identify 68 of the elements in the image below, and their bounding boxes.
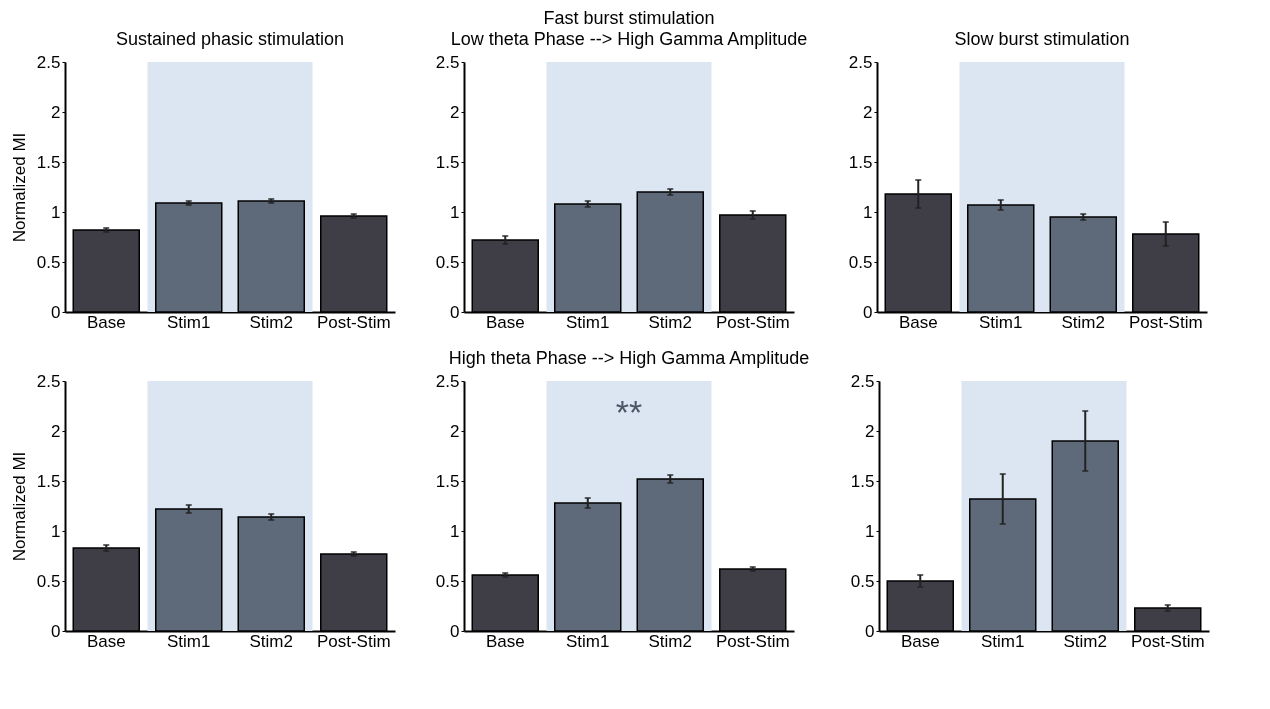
y-tick-label: 2 [865, 421, 875, 441]
y-tick-label: 1 [51, 202, 61, 222]
x-tick-label: Stim1 [566, 631, 610, 651]
y-tick-label: 1.5 [36, 152, 61, 172]
y-tick-label: 0.5 [435, 252, 460, 272]
y-tick-label: 1.5 [36, 471, 61, 491]
x-tick-label: Post-Stim [1130, 631, 1205, 651]
y-tick-label: 0 [51, 302, 61, 322]
y-tick-label: 1 [450, 521, 460, 541]
x-tick-label: Base [86, 631, 126, 651]
chart-title: High theta Phase --> High Gamma Amplitude [448, 348, 810, 368]
y-tick-label: 2 [450, 102, 460, 122]
y-axis-title: Normalized MI [9, 451, 29, 562]
y-tick-label: 1.5 [435, 471, 460, 491]
x-tick-label: Stim2 [1061, 312, 1105, 332]
y-tick-label: 1.5 [850, 471, 875, 491]
x-tick-label: Stim1 [981, 631, 1025, 651]
y-tick-label: 2.5 [36, 371, 61, 391]
chart-title: Fast burst stimulation [543, 8, 715, 28]
y-axis-title: Normalized MI [9, 132, 29, 243]
x-tick-label: Base [86, 312, 126, 332]
y-tick-label: 2 [450, 421, 460, 441]
x-tick-label: Stim1 [566, 312, 610, 332]
y-tick-label: 2.5 [850, 371, 875, 391]
x-tick-label: Stim2 [249, 631, 293, 651]
y-tick-label: 0 [863, 302, 873, 322]
x-tick-label: Stim2 [1063, 631, 1107, 651]
y-tick-label: 2 [863, 102, 873, 122]
y-tick-label: 0 [450, 302, 460, 322]
x-tick-label: Post-Stim [715, 312, 790, 332]
x-tick-label: Base [900, 631, 940, 651]
y-tick-label: 1 [863, 202, 873, 222]
y-tick-label: 0 [51, 621, 61, 641]
x-tick-label: Post-Stim [316, 631, 391, 651]
chart-subtitle: Low theta Phase --> High Gamma Amplitude [450, 29, 808, 49]
y-tick-label: 2.5 [36, 52, 61, 72]
y-tick-label: 0.5 [435, 571, 460, 591]
y-tick-label: 0.5 [36, 252, 61, 272]
x-tick-label: Stim2 [648, 312, 692, 332]
x-tick-label: Base [485, 312, 525, 332]
y-tick-label: 2 [51, 421, 61, 441]
y-tick-label: 0.5 [850, 571, 875, 591]
y-tick-label: 1.5 [435, 152, 460, 172]
annotation: ** [615, 392, 643, 431]
chart-title: Slow burst stimulation [954, 29, 1130, 49]
y-tick-label: 1 [51, 521, 61, 541]
y-tick-label: 1 [450, 202, 460, 222]
x-tick-label: Post-Stim [715, 631, 790, 651]
x-tick-label: Post-Stim [1128, 312, 1203, 332]
x-tick-label: Stim1 [167, 631, 211, 651]
y-tick-label: 2.5 [848, 52, 873, 72]
x-tick-label: Post-Stim [316, 312, 391, 332]
x-tick-label: Stim1 [979, 312, 1023, 332]
y-tick-label: 0.5 [36, 571, 61, 591]
y-tick-label: 2.5 [435, 52, 460, 72]
x-tick-label: Stim2 [249, 312, 293, 332]
y-tick-label: 0.5 [848, 252, 873, 272]
y-tick-label: 1.5 [848, 152, 873, 172]
x-tick-label: Base [898, 312, 938, 332]
y-tick-label: 2 [51, 102, 61, 122]
y-tick-label: 1 [865, 521, 875, 541]
y-tick-label: 2.5 [435, 371, 460, 391]
chart-title: Sustained phasic stimulation [115, 29, 345, 49]
y-tick-label: 0 [865, 621, 875, 641]
x-tick-label: Stim1 [167, 312, 211, 332]
x-tick-label: Base [485, 631, 525, 651]
x-tick-label: Stim2 [648, 631, 692, 651]
y-tick-label: 0 [450, 621, 460, 641]
